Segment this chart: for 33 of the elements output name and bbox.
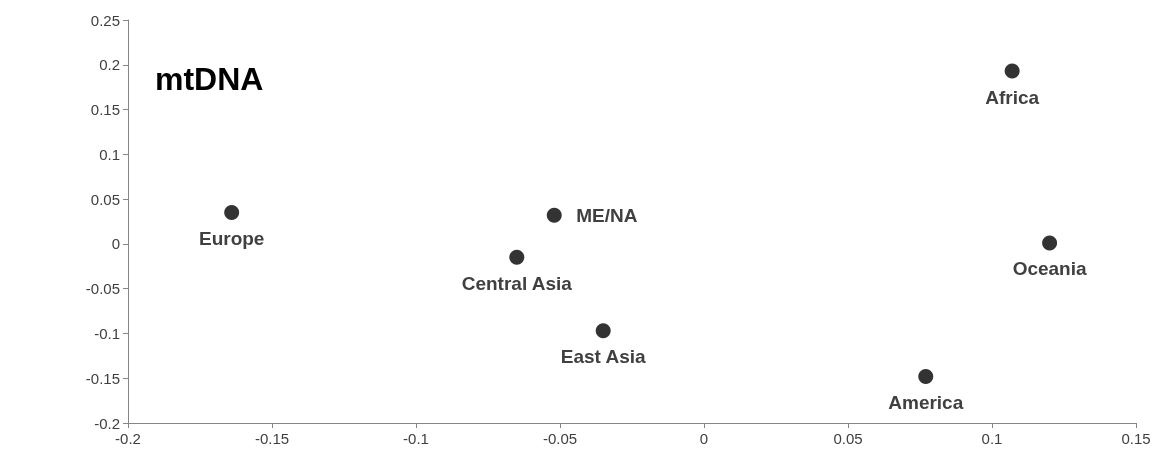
annotation: East Asia xyxy=(560,346,647,368)
point xyxy=(1042,235,1058,251)
y-tick-label: 0.2 xyxy=(99,56,120,74)
annotation: ME/NA xyxy=(576,204,638,226)
annotation: Central Asia xyxy=(461,272,573,294)
x-tick-label: 0 xyxy=(699,430,709,447)
point xyxy=(546,207,562,223)
y-tick-label: 0 xyxy=(111,235,120,253)
x-tick-label: 0.05 xyxy=(833,430,863,447)
y-tick-label: 0.05 xyxy=(90,190,120,208)
annotation: Europe xyxy=(198,228,265,250)
y-tick-label: 0.1 xyxy=(99,145,120,163)
y-tick-label: -0.15 xyxy=(85,369,120,387)
x-tick-label: -0.1 xyxy=(403,430,429,447)
y-tick-label: -0.1 xyxy=(94,324,120,342)
point xyxy=(1004,63,1020,79)
text: mtDNA xyxy=(155,61,264,97)
annotation: Oceania xyxy=(1012,258,1087,280)
y-tick-label: -0.05 xyxy=(85,280,120,298)
point xyxy=(509,249,525,265)
annotation: Africa xyxy=(985,86,1040,108)
x-tick-label: 0.1 xyxy=(981,430,1003,447)
point xyxy=(918,368,934,384)
y-tick-label: 0.15 xyxy=(90,101,120,119)
x-tick-label: -0.2 xyxy=(115,430,141,447)
y-tick-label: 0.25 xyxy=(90,11,120,29)
x-tick-label: -0.05 xyxy=(542,430,578,447)
point xyxy=(224,205,240,221)
point xyxy=(595,323,611,339)
annotation: America xyxy=(888,391,964,413)
y-tick-label: -0.2 xyxy=(94,414,120,432)
x-tick-label: -0.15 xyxy=(254,430,290,447)
x-tick-label: 0.15 xyxy=(1121,430,1151,447)
